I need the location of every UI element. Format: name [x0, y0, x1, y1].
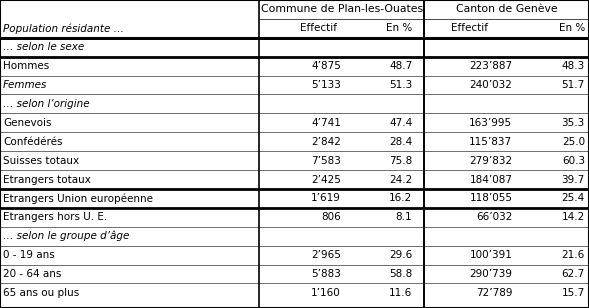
Text: 58.8: 58.8: [389, 269, 412, 279]
Text: 1’160: 1’160: [311, 288, 341, 298]
Text: 8.1: 8.1: [396, 212, 412, 222]
Text: 184’087: 184’087: [469, 175, 512, 184]
Text: 24.2: 24.2: [389, 175, 412, 184]
Text: 15.7: 15.7: [562, 288, 585, 298]
Text: 1’619: 1’619: [311, 193, 341, 203]
Text: 115’837: 115’837: [469, 137, 512, 147]
Text: 25.0: 25.0: [562, 137, 585, 147]
Text: … selon l’origine: … selon l’origine: [3, 99, 90, 109]
Text: Effectif: Effectif: [300, 23, 336, 33]
Text: 5’133: 5’133: [311, 80, 341, 90]
Text: 47.4: 47.4: [389, 118, 412, 128]
Text: En %: En %: [558, 23, 585, 33]
Text: 0 - 19 ans: 0 - 19 ans: [3, 250, 55, 260]
Text: 16.2: 16.2: [389, 193, 412, 203]
Text: 223’887: 223’887: [469, 61, 512, 71]
Text: 11.6: 11.6: [389, 288, 412, 298]
Text: 7’583: 7’583: [311, 156, 341, 166]
Text: Canton de Genève: Canton de Genève: [456, 4, 557, 14]
Text: 100’391: 100’391: [469, 250, 512, 260]
Text: 290’739: 290’739: [469, 269, 512, 279]
Text: 5’883: 5’883: [311, 269, 341, 279]
Text: 48.3: 48.3: [562, 61, 585, 71]
Text: 75.8: 75.8: [389, 156, 412, 166]
Text: Etrangers Union européenne: Etrangers Union européenne: [3, 193, 153, 204]
Text: En %: En %: [386, 23, 412, 33]
Text: Etrangers hors U. E.: Etrangers hors U. E.: [3, 212, 107, 222]
Text: 62.7: 62.7: [562, 269, 585, 279]
Text: Genevois: Genevois: [3, 118, 51, 128]
Text: 20 - 64 ans: 20 - 64 ans: [3, 269, 61, 279]
Text: … selon le groupe d’âge: … selon le groupe d’âge: [3, 231, 130, 241]
Text: 2’842: 2’842: [311, 137, 341, 147]
Text: 48.7: 48.7: [389, 61, 412, 71]
Text: 21.6: 21.6: [562, 250, 585, 260]
Text: Effectif: Effectif: [451, 23, 488, 33]
Text: 66’032: 66’032: [476, 212, 512, 222]
Text: 51.3: 51.3: [389, 80, 412, 90]
Text: Etrangers totaux: Etrangers totaux: [3, 175, 91, 184]
Text: Population résidante …: Population résidante …: [3, 23, 124, 34]
Text: Commune de Plan-les-Ouates: Commune de Plan-les-Ouates: [260, 4, 423, 14]
Text: 25.4: 25.4: [562, 193, 585, 203]
Text: Hommes: Hommes: [3, 61, 49, 71]
Text: 2’425: 2’425: [311, 175, 341, 184]
Text: 806: 806: [321, 212, 341, 222]
Text: 51.7: 51.7: [562, 80, 585, 90]
Text: 163’995: 163’995: [469, 118, 512, 128]
Text: 35.3: 35.3: [562, 118, 585, 128]
Text: 118’055: 118’055: [469, 193, 512, 203]
Text: 14.2: 14.2: [562, 212, 585, 222]
Text: 4’741: 4’741: [311, 118, 341, 128]
Text: 279’832: 279’832: [469, 156, 512, 166]
Text: 60.3: 60.3: [562, 156, 585, 166]
Text: 65 ans ou plus: 65 ans ou plus: [3, 288, 79, 298]
Text: 29.6: 29.6: [389, 250, 412, 260]
Text: … selon le sexe: … selon le sexe: [3, 42, 84, 52]
Text: 28.4: 28.4: [389, 137, 412, 147]
Text: Femmes: Femmes: [3, 80, 47, 90]
Text: 240’032: 240’032: [469, 80, 512, 90]
Text: Confédérés: Confédérés: [3, 137, 62, 147]
Text: Suisses totaux: Suisses totaux: [3, 156, 79, 166]
Text: 4’875: 4’875: [311, 61, 341, 71]
Text: 72’789: 72’789: [476, 288, 512, 298]
Text: 39.7: 39.7: [562, 175, 585, 184]
Text: 2’965: 2’965: [311, 250, 341, 260]
